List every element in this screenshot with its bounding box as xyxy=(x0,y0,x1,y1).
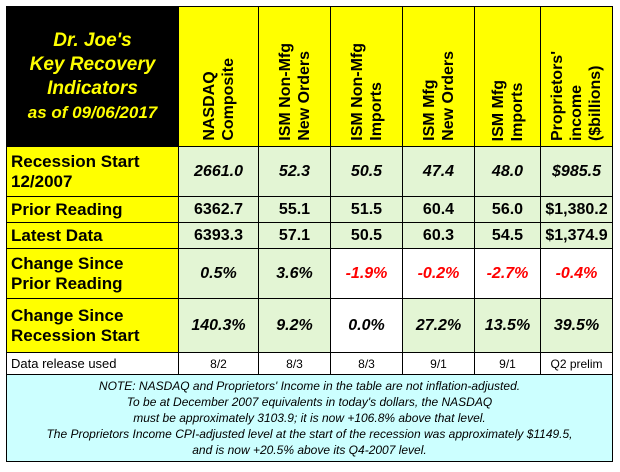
table-cell: $985.5 xyxy=(540,146,613,197)
table-cell: 13.5% xyxy=(474,298,541,353)
col-header-ism-mfg-new-orders: ISM Mfg New Orders xyxy=(402,6,475,147)
table-cell: 39.5% xyxy=(540,298,613,353)
table-row: Prior Reading 6362.7 55.1 51.5 60.4 56.0… xyxy=(6,196,613,223)
table-cell: 9/1 xyxy=(402,352,475,375)
row-label-data-release: Data release used xyxy=(6,352,179,375)
col-header-proprietors-income: Proprietors' income ($billions) xyxy=(540,6,613,147)
table-cell: 50.5 xyxy=(330,146,403,197)
col-header-nasdaq: NASDAQ Composite xyxy=(178,6,259,147)
header-row: Dr. Joe's Key Recovery Indicators as of … xyxy=(6,6,613,147)
table-cell: 60.3 xyxy=(402,222,475,249)
title-line-3: Indicators xyxy=(47,77,138,99)
note-row: NOTE: NASDAQ and Proprietors' Income in … xyxy=(6,374,613,462)
table-cell: 55.1 xyxy=(258,196,331,223)
table-cell: -0.2% xyxy=(402,248,475,299)
table-cell: -2.7% xyxy=(474,248,541,299)
table-cell: 8/3 xyxy=(330,352,403,375)
table-title: Dr. Joe's Key Recovery Indicators as of … xyxy=(6,6,179,147)
table-row: Change Since Recession Start 140.3% 9.2% … xyxy=(6,298,613,353)
row-label-recession-start: Recession Start 12/2007 xyxy=(6,146,179,197)
table-cell: 140.3% xyxy=(178,298,259,353)
table-cell: $1,374.9 xyxy=(540,222,613,249)
table-cell: 57.1 xyxy=(258,222,331,249)
title-line-2: Key Recovery xyxy=(29,53,156,75)
table-cell: 9/1 xyxy=(474,352,541,375)
table-cell: -1.9% xyxy=(330,248,403,299)
table-cell: 6393.3 xyxy=(178,222,259,249)
table-row: Latest Data 6393.3 57.1 50.5 60.3 54.5 $… xyxy=(6,222,613,249)
table-cell: 0.5% xyxy=(178,248,259,299)
table-cell: 54.5 xyxy=(474,222,541,249)
table-cell: -0.4% xyxy=(540,248,613,299)
title-date: as of 09/06/2017 xyxy=(27,102,158,122)
table-cell: 0.0% xyxy=(330,298,403,353)
table-cell: $1,380.2 xyxy=(540,196,613,223)
row-label-change-since-recession: Change Since Recession Start xyxy=(6,298,179,353)
table-row: Data release used 8/2 8/3 8/3 9/1 9/1 Q2… xyxy=(6,352,613,375)
table-cell: 51.5 xyxy=(330,196,403,223)
table-cell: 48.0 xyxy=(474,146,541,197)
table-cell: 50.5 xyxy=(330,222,403,249)
table-cell: 2661.0 xyxy=(178,146,259,197)
table-cell: 56.0 xyxy=(474,196,541,223)
title-line-1: Dr. Joe's xyxy=(53,29,132,51)
col-header-ism-nonmfg-imports: ISM Non-Mfg Imports xyxy=(330,6,403,147)
col-header-ism-nonmfg-new-orders: ISM Non-Mfg New Orders xyxy=(258,6,331,147)
table-cell: 3.6% xyxy=(258,248,331,299)
row-label-prior-reading: Prior Reading xyxy=(6,196,179,223)
recovery-indicators-table: Dr. Joe's Key Recovery Indicators as of … xyxy=(6,6,613,464)
row-label-change-since-prior: Change Since Prior Reading xyxy=(6,248,179,299)
table-cell: 9.2% xyxy=(258,298,331,353)
indicators-grid: Dr. Joe's Key Recovery Indicators as of … xyxy=(6,6,613,462)
table-cell: 47.4 xyxy=(402,146,475,197)
table-cell: 27.2% xyxy=(402,298,475,353)
table-cell: 52.3 xyxy=(258,146,331,197)
row-label-latest-data: Latest Data xyxy=(6,222,179,249)
table-cell: Q2 prelim xyxy=(540,352,613,375)
table-row: Change Since Prior Reading 0.5% 3.6% -1.9… xyxy=(6,248,613,299)
table-cell: 60.4 xyxy=(402,196,475,223)
table-row: Recession Start 12/2007 2661.0 52.3 50.5 … xyxy=(6,146,613,197)
table-cell: 6362.7 xyxy=(178,196,259,223)
table-cell: 8/2 xyxy=(178,352,259,375)
footnote: NOTE: NASDAQ and Proprietors' Income in … xyxy=(6,374,613,462)
col-header-ism-mfg-imports: ISM Mfg Imports xyxy=(474,6,541,147)
table-cell: 8/3 xyxy=(258,352,331,375)
